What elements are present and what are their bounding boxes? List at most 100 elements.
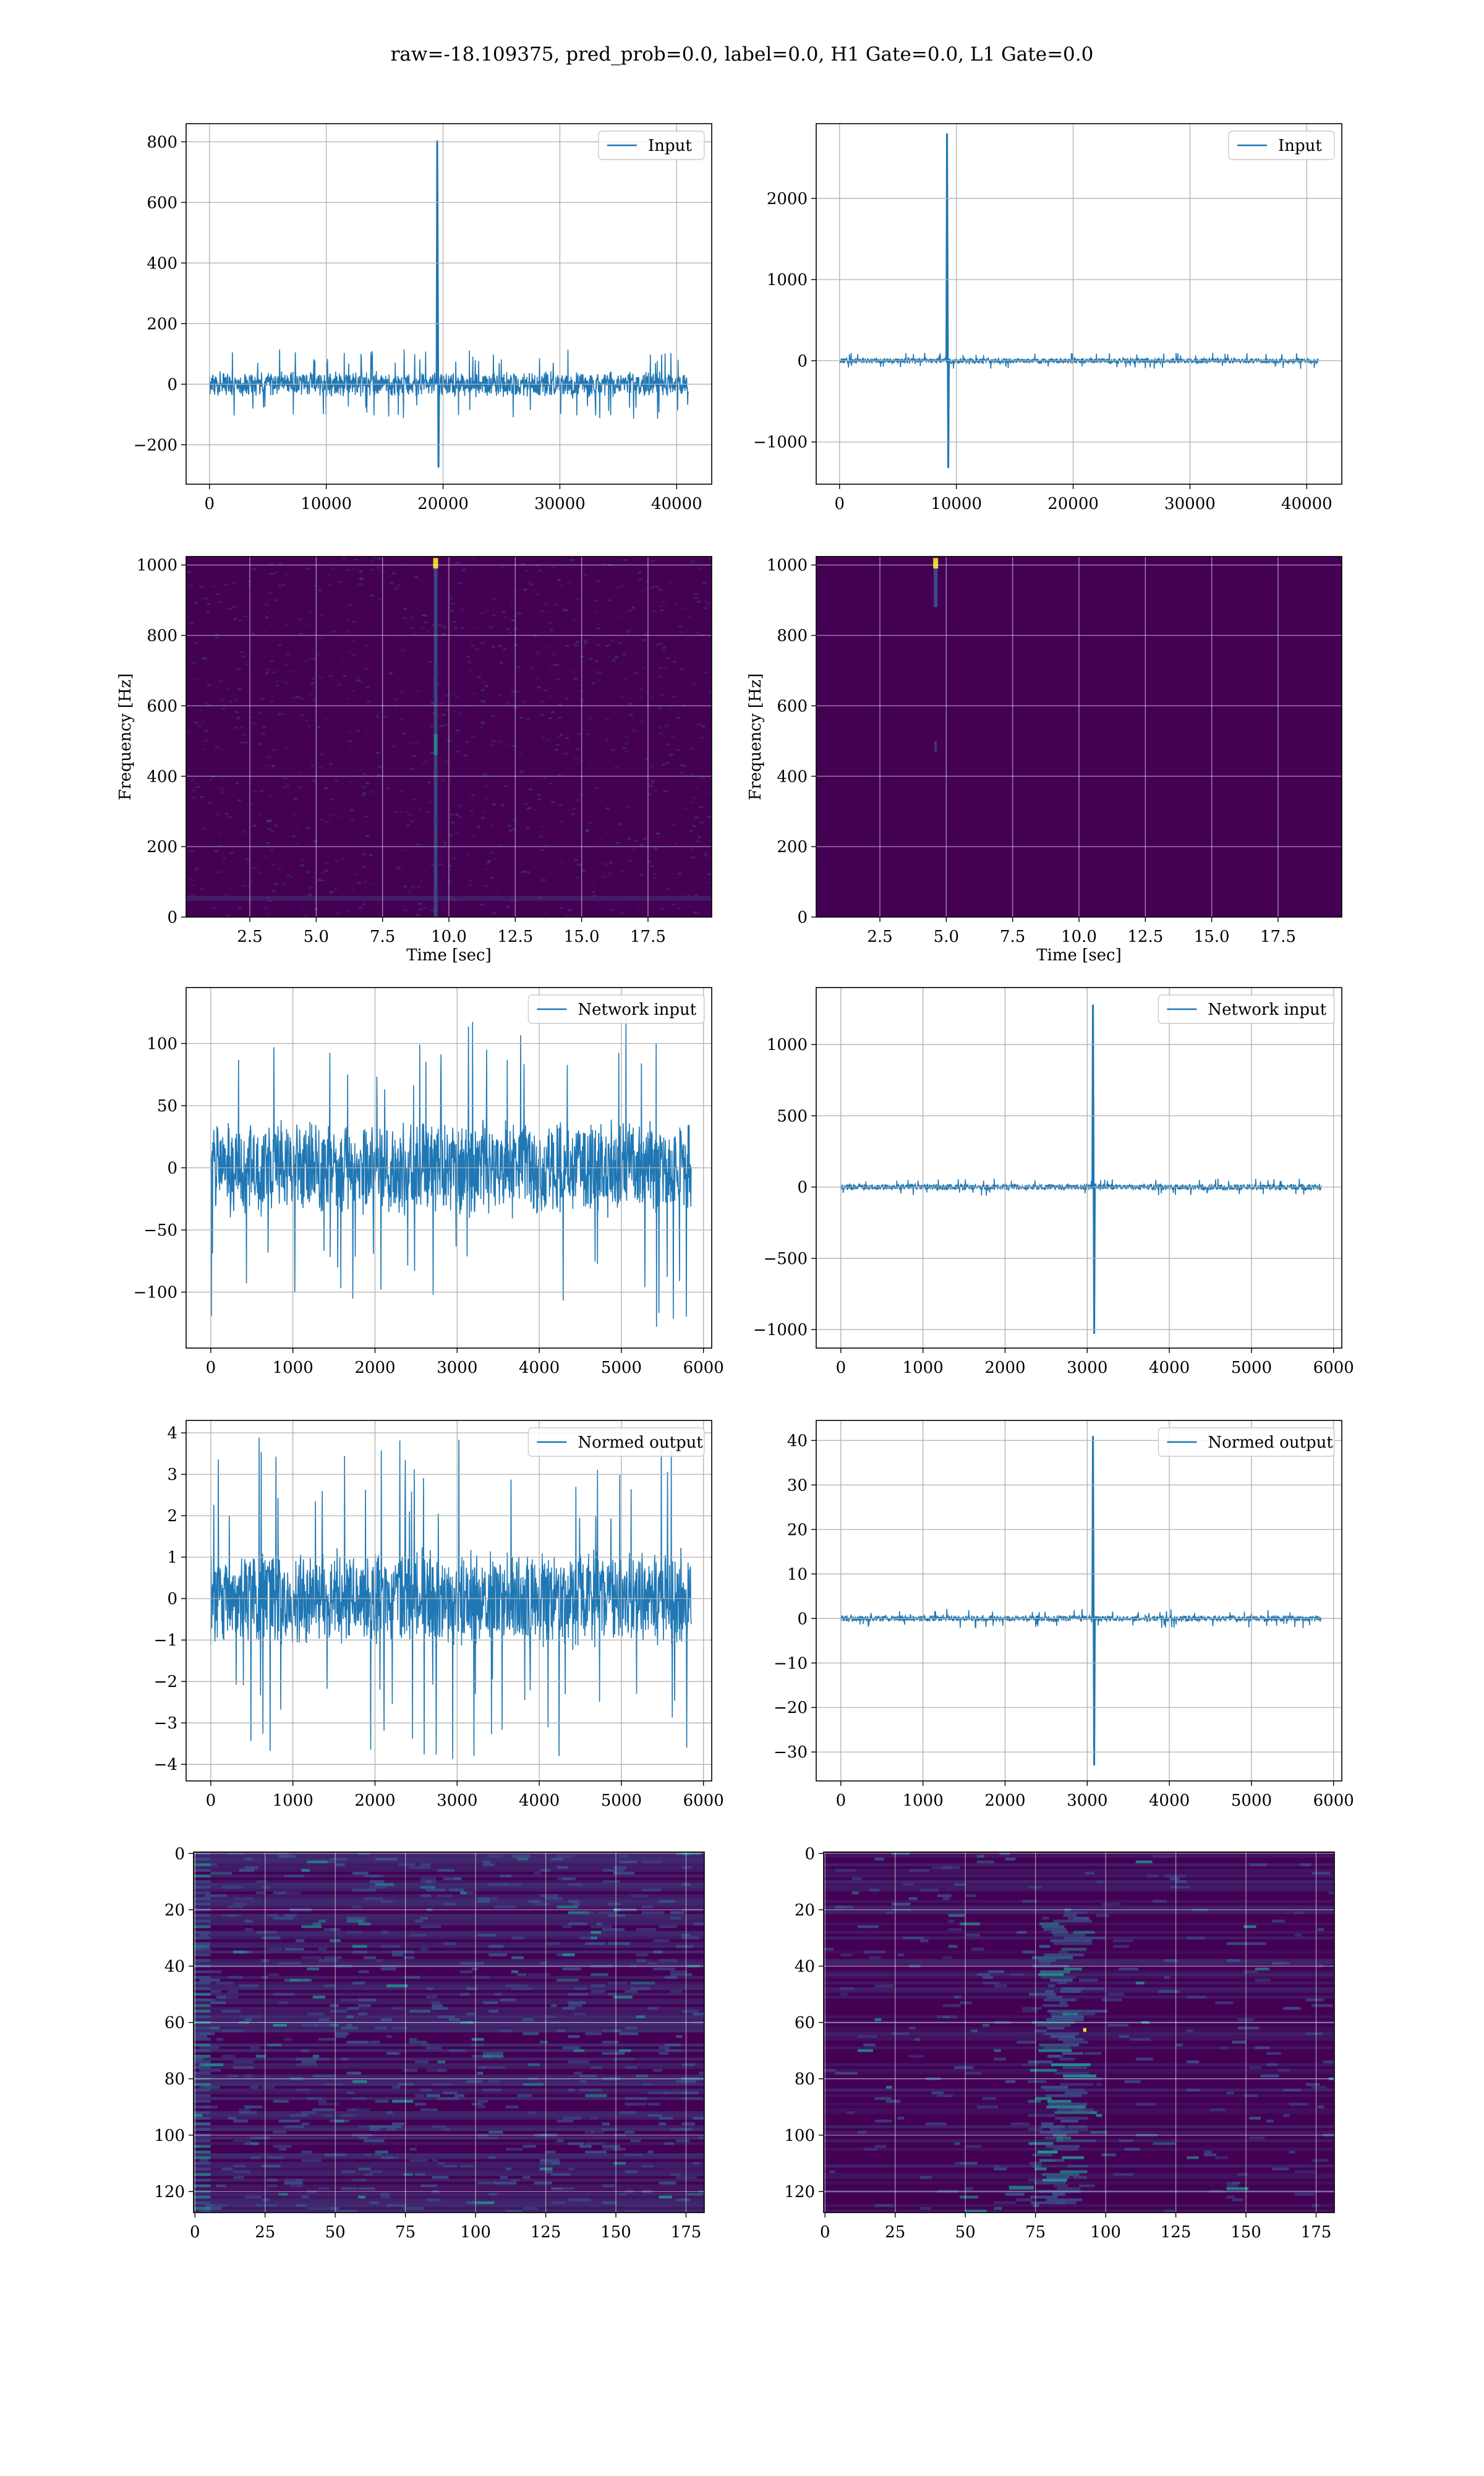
right-input-ytick-label-1: 0 <box>797 352 808 370</box>
left-network-input-xtick-label-1: 1000 <box>273 1359 313 1377</box>
left-input-series-line <box>208 349 689 419</box>
right-feature-map-xtick-label-2: 50 <box>955 2223 976 2242</box>
right-feature-map-xtick-label-5: 125 <box>1161 2223 1192 2242</box>
right-network-input-legend: Network input <box>1158 994 1335 1024</box>
left-spectrogram-xtick-label-4: 12.5 <box>497 928 533 946</box>
left-spectrogram-xtick-label-6: 17.5 <box>630 928 666 946</box>
right-feature-map-ytick-label-4: 80 <box>795 2070 815 2089</box>
right-normed-output-xtick-label-1: 1000 <box>903 1791 944 1810</box>
left-normed-output-xtick-label-3: 3000 <box>437 1791 477 1810</box>
left-normed-output-ytick-label-4: 0 <box>167 1590 177 1608</box>
left-network-input-ytick-label-0: −100 <box>134 1284 177 1302</box>
left-normed-output-ytick-label-5: 1 <box>167 1548 177 1567</box>
right-network-input-frame <box>816 987 1342 1349</box>
right-input-legend-label: Input <box>1278 137 1322 155</box>
left-input-ytick-label-3: 400 <box>147 254 177 273</box>
left-normed-output-ytick-label-3: −1 <box>154 1631 177 1650</box>
left-network-input-ytick-label-2: 0 <box>167 1159 177 1178</box>
right-normed-output-ytick-label-2: −10 <box>774 1654 808 1673</box>
right-normed-output-xtick-label-6: 6000 <box>1313 1791 1354 1810</box>
right-spectrogram-xtick-label-1: 5.0 <box>934 928 959 946</box>
left-feature-map-chart: 0 25 50 75 100 125 150 175 0 20 40 60 80 100 120 <box>154 1845 705 2242</box>
right-normed-output-xtick-label-5: 5000 <box>1231 1791 1272 1810</box>
left-feature-map-ytick-label-2: 40 <box>164 1957 185 1976</box>
right-spectrogram-ytick-label-4: 800 <box>777 627 808 646</box>
right-input-xtick-label-3: 30000 <box>1164 495 1216 513</box>
left-normed-output-xtick-label-2: 2000 <box>354 1791 395 1810</box>
left-spectrogram-xlabel: Time [sec] <box>406 946 492 965</box>
left-network-input-xtick-label-3: 3000 <box>437 1359 477 1377</box>
right-normed-output-spike-0 <box>1091 1436 1096 1765</box>
right-spectrogram-ytick-label-2: 400 <box>777 767 808 786</box>
right-network-input-ytick-label-3: 500 <box>777 1107 808 1125</box>
right-network-input-xtick-label-3: 3000 <box>1067 1359 1107 1377</box>
right-feature-map-ytick-label-3: 60 <box>795 2014 815 2033</box>
right-spectrogram-xtick-label-3: 10.0 <box>1061 928 1097 946</box>
right-feature-map-ytick-label-5: 100 <box>784 2127 815 2145</box>
right-input-spike-0 <box>945 133 950 468</box>
right-input-ytick-label-2: 1000 <box>767 271 808 289</box>
right-spectrogram-xtick-label-6: 17.5 <box>1260 928 1296 946</box>
left-normed-output-chart: 0 1000 2000 3000 4000 5000 6000 −4 −3 −2 −1 0 1 2 3 4 No… <box>154 1420 724 1810</box>
left-normed-output-ytick-label-8: 4 <box>167 1424 177 1443</box>
right-network-input-xtick-label-6: 6000 <box>1313 1359 1354 1377</box>
left-spectrogram-ytick-label-5: 1000 <box>137 557 177 575</box>
right-input-chart: 0 10000 20000 30000 40000 −1000 0 1000 2000 Input <box>753 123 1342 513</box>
left-input-spike-0 <box>435 140 440 468</box>
left-feature-map-xtick-label-5: 125 <box>531 2223 561 2242</box>
left-normed-output-xtick-label-4: 4000 <box>519 1791 560 1810</box>
left-feature-map-ytick-label-5: 100 <box>154 2127 185 2145</box>
right-spectrogram-ytick-label-5: 1000 <box>767 557 808 575</box>
left-normed-output-xtick-label-6: 6000 <box>683 1791 724 1810</box>
left-feature-map-xtick-label-6: 150 <box>600 2223 631 2242</box>
right-normed-output-xtick-label-0: 0 <box>836 1791 846 1810</box>
right-spectrogram-heatmap-cells <box>933 558 939 752</box>
right-network-input-xtick-label-5: 5000 <box>1231 1359 1272 1377</box>
right-input-ytick-label-3: 2000 <box>767 190 808 208</box>
right-normed-output-legend-label: Normed output <box>1208 1433 1333 1452</box>
right-network-input-xtick-label-0: 0 <box>836 1359 846 1377</box>
right-normed-output-xtick-label-4: 4000 <box>1149 1791 1190 1810</box>
left-feature-map-ytick-label-0: 0 <box>174 1845 185 1863</box>
left-feature-map-ytick-label-3: 60 <box>164 2014 185 2033</box>
right-input-frame <box>816 123 1342 485</box>
left-spectrogram-ytick-label-3: 600 <box>147 697 177 715</box>
left-network-input-xtick-label-2: 2000 <box>354 1359 395 1377</box>
left-network-input-legend-label: Network input <box>578 1001 696 1019</box>
left-normed-output-xtick-label-5: 5000 <box>601 1791 642 1810</box>
left-input-xtick-label-4: 40000 <box>651 495 702 513</box>
right-network-input-xtick-label-1: 1000 <box>903 1359 944 1377</box>
right-input-xtick-label-1: 10000 <box>931 495 982 513</box>
right-spectrogram-xtick-label-5: 15.0 <box>1194 928 1230 946</box>
left-input-ytick-label-5: 800 <box>147 133 177 152</box>
left-spectrogram-ytick-label-2: 400 <box>147 767 177 786</box>
right-spectrogram-ylabel: Frequency [Hz] <box>746 673 765 801</box>
right-feature-map-ytick-label-1: 20 <box>795 1901 815 1919</box>
right-network-input-ytick-label-4: 1000 <box>767 1036 808 1054</box>
left-feature-map-frame <box>193 1851 705 2213</box>
right-normed-output-ytick-label-5: 20 <box>787 1521 808 1539</box>
right-feature-map-feature-0 <box>1083 2028 1086 2032</box>
right-feature-map-xtick-label-1: 25 <box>885 2223 905 2242</box>
left-network-input-xtick-label-0: 0 <box>206 1359 216 1377</box>
right-feature-map-xtick-label-4: 100 <box>1090 2223 1121 2242</box>
left-normed-output-legend-label: Normed output <box>578 1433 703 1452</box>
right-spectrogram-ytick-label-1: 200 <box>777 838 808 856</box>
left-input-legend: Input <box>598 130 705 160</box>
right-normed-output-ytick-label-0: −30 <box>774 1743 808 1762</box>
left-normed-output-xtick-label-1: 1000 <box>273 1791 313 1810</box>
left-feature-map-xtick-label-2: 50 <box>325 2223 346 2242</box>
left-input-xtick-label-2: 20000 <box>417 495 469 513</box>
left-spectrogram-ytick-label-4: 800 <box>147 627 177 646</box>
right-network-input-series-line <box>840 1179 1322 1196</box>
right-network-input-legend-label: Network input <box>1208 1001 1326 1019</box>
left-normed-output-series-line <box>210 1437 692 1759</box>
left-normed-output-ytick-label-0: −4 <box>154 1756 177 1774</box>
left-network-input-ytick-label-3: 50 <box>157 1097 177 1116</box>
right-normed-output-ytick-label-7: 40 <box>787 1432 808 1450</box>
left-feature-map-xtick-label-4: 100 <box>460 2223 491 2242</box>
left-input-legend-label: Input <box>648 137 692 155</box>
left-input-xtick-label-0: 0 <box>205 495 215 513</box>
right-feature-map-chart: 0 25 50 75 100 125 150 175 0 20 40 60 80 100 120 <box>784 1845 1335 2242</box>
